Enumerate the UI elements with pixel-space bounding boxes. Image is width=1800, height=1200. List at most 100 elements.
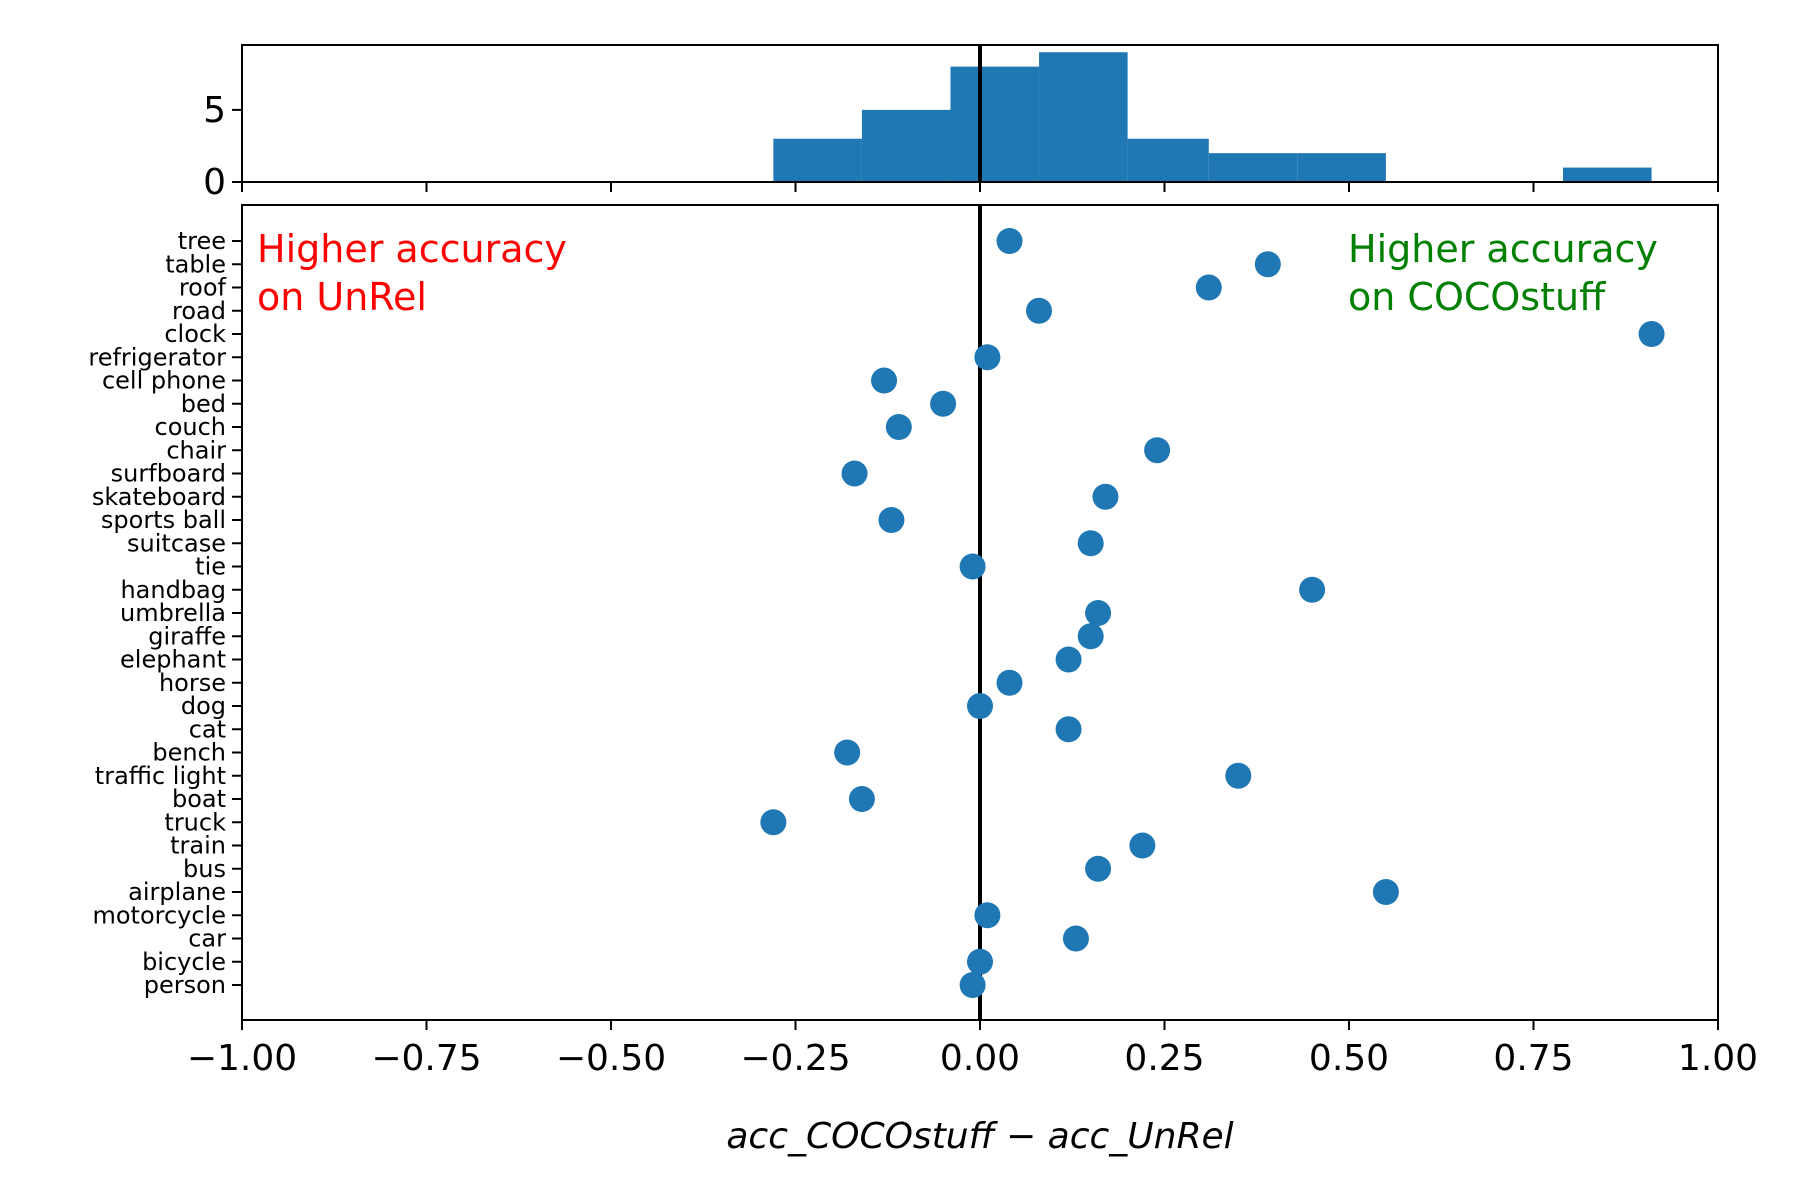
histogram-y-tick-label: 5 — [203, 90, 226, 131]
category-label: chair — [166, 436, 226, 464]
category-label: table — [165, 250, 226, 278]
data-point — [885, 414, 912, 440]
category-label: handbag — [120, 576, 226, 604]
histogram-bar — [1208, 153, 1298, 182]
category-label: boat — [172, 785, 226, 813]
histogram-ticks: 05 — [203, 90, 1719, 203]
data-point — [967, 693, 993, 719]
data-point — [1254, 251, 1281, 278]
category-label: bus — [183, 855, 226, 883]
data-point — [1062, 925, 1089, 952]
data-point — [1055, 716, 1082, 743]
data-point — [871, 367, 898, 394]
x-tick-label: −0.25 — [740, 1038, 850, 1079]
category-label: couch — [155, 413, 227, 441]
data-point — [996, 228, 1023, 254]
histogram-bar — [861, 109, 951, 182]
histogram-y-tick-label: 0 — [203, 162, 226, 203]
x-axis: −1.00 −0.75 −0.50 −0.25 0.00 0.25 0.50 0.75 1.00 — [187, 1020, 1758, 1079]
data-point — [1026, 297, 1053, 324]
histogram-bar — [1039, 52, 1128, 182]
data-point — [1299, 576, 1326, 603]
category-label: train — [170, 832, 226, 860]
x-axis-label: acc_COCOstuff − acc_UnRel — [726, 1116, 1233, 1157]
category-label: surfboard — [111, 460, 226, 488]
annotation-right-line1: Higher accuracy — [1348, 227, 1658, 271]
data-point — [1085, 855, 1112, 882]
data-point — [959, 553, 986, 580]
data-point — [1077, 530, 1104, 557]
data-point — [834, 739, 861, 766]
x-tick-label: −1.00 — [187, 1038, 297, 1079]
category-label: airplane — [128, 878, 226, 906]
data-point — [1225, 762, 1252, 789]
data-point — [959, 972, 986, 998]
category-label: refrigerator — [88, 343, 226, 371]
x-tick-label: 1.00 — [1678, 1038, 1758, 1079]
data-point — [848, 786, 875, 812]
data-point — [1195, 274, 1222, 301]
category-label: cell phone — [102, 367, 226, 395]
histogram-panel: 05 — [203, 44, 1719, 203]
annotation-right-line2: on COCOstuff — [1348, 275, 1606, 319]
data-point — [930, 390, 957, 417]
category-label: car — [188, 925, 226, 953]
category-label: tree — [178, 227, 226, 255]
category-label: roof — [179, 274, 227, 302]
data-point — [841, 460, 868, 487]
data-point — [967, 948, 993, 975]
data-point — [1372, 879, 1399, 905]
category-label: truck — [164, 808, 226, 836]
category-label: person — [144, 971, 226, 999]
category-label: elephant — [120, 646, 226, 674]
data-point — [996, 669, 1023, 696]
category-label: motorcycle — [92, 901, 226, 929]
category-label: skateboard — [92, 483, 226, 511]
data-point — [1129, 832, 1156, 859]
category-label: traffic light — [95, 762, 226, 790]
category-label: dog — [181, 692, 226, 720]
data-point — [1144, 437, 1171, 464]
category-label: umbrella — [120, 599, 226, 627]
category-label: road — [172, 297, 226, 325]
scatter-frame — [241, 204, 1719, 1021]
category-label: bed — [181, 390, 226, 418]
x-tick-label: 0.25 — [1124, 1038, 1204, 1079]
data-point — [1085, 600, 1112, 626]
histogram-bar — [1563, 167, 1652, 182]
histogram-bar — [950, 66, 1040, 182]
category-label: bicycle — [142, 948, 226, 976]
category-label: clock — [164, 320, 226, 348]
histogram-bar — [1127, 138, 1209, 182]
category-label: suitcase — [127, 529, 226, 557]
data-point — [974, 344, 1001, 371]
annotation-left-line2: on UnRel — [257, 275, 427, 319]
data-point — [1092, 483, 1119, 510]
annotation-left-line1: Higher accuracy — [257, 227, 567, 271]
data-point — [1638, 321, 1665, 347]
category-label: giraffe — [148, 622, 226, 650]
x-tick-label: 0.50 — [1309, 1038, 1389, 1079]
histogram-bar — [773, 138, 862, 182]
x-tick-label: 0.75 — [1493, 1038, 1573, 1079]
histogram-bars — [773, 52, 1652, 182]
histogram-bar — [1297, 153, 1386, 182]
category-label: cat — [189, 715, 226, 743]
data-point — [878, 507, 905, 533]
category-label: horse — [159, 669, 226, 697]
category-label: bench — [152, 739, 226, 767]
data-point — [760, 809, 787, 836]
x-tick-label: −0.75 — [371, 1038, 481, 1079]
data-point — [1077, 623, 1104, 650]
data-point — [1055, 646, 1082, 673]
category-label: sports ball — [101, 506, 226, 534]
histogram-frame — [241, 44, 1719, 183]
scatter-points — [760, 228, 1665, 998]
category-label: tie — [195, 553, 226, 581]
x-tick-label: 0.00 — [940, 1038, 1020, 1079]
data-point — [974, 902, 1001, 929]
